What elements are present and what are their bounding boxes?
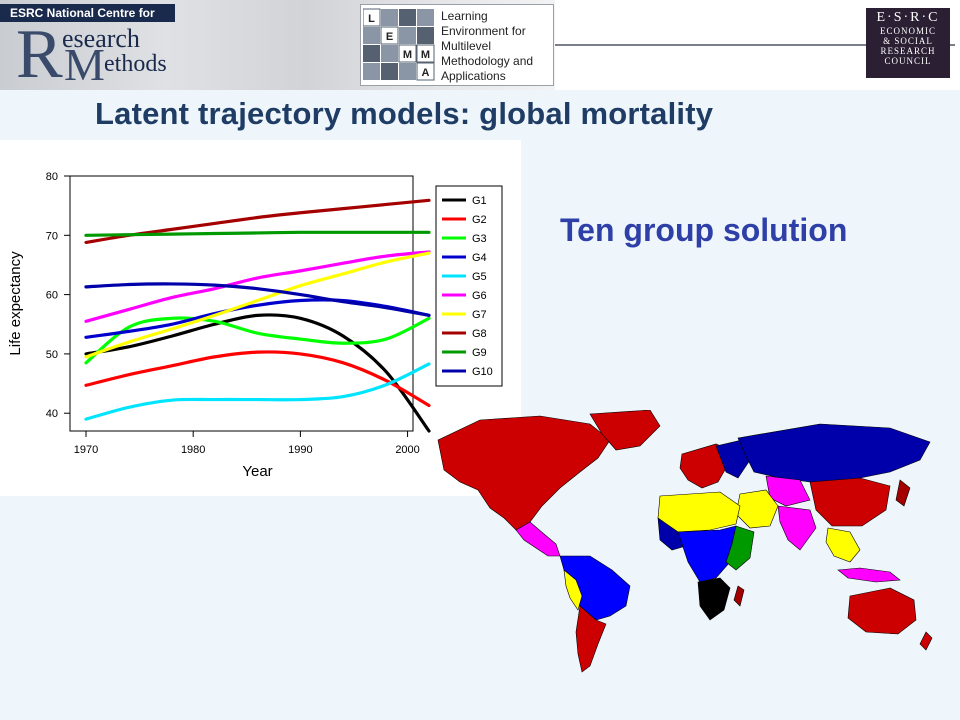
header-divider: [555, 44, 955, 46]
series-line-g3: [84, 316, 431, 365]
lemma-letter-cell: [416, 44, 435, 63]
series-line-g2: [84, 350, 431, 408]
legend-label: G9: [472, 347, 487, 359]
lemma-grid-cell: [399, 63, 416, 80]
map-region-china: [809, 477, 891, 527]
plot-frame: [69, 175, 414, 432]
series-line-g6: [84, 250, 431, 323]
slide-title: Latent trajectory models: global mortali…: [95, 96, 714, 131]
y-tick-label: 80: [46, 171, 58, 183]
lemma-letter-cell: [416, 62, 435, 81]
lemma-logo-text: Learning Environment for Multilevel Meth…: [441, 9, 533, 84]
esrc-logo-line: RESEARCH: [880, 46, 936, 56]
lemma-grid-icon: LEM MA: [363, 8, 435, 81]
legend-label: G8: [472, 328, 487, 340]
series-line-g10: [84, 282, 431, 317]
chart-panel: 40 50 60 70 80 1970 1980 1990 2000 Year Life expec…: [0, 140, 521, 496]
esrc-logo-line: ECONOMIC: [879, 26, 936, 36]
lemma-grid-cell: [381, 63, 398, 80]
map-region-north-america: [437, 415, 611, 531]
esrc-logo-line: COUNCIL: [884, 56, 932, 66]
series-line-g5: [84, 362, 431, 421]
esrc-logo-initials: E·S·R·C: [876, 10, 940, 25]
lemma-letter-cell: [380, 26, 399, 45]
legend-label: G5: [472, 271, 487, 283]
map-region-central-america: [515, 521, 561, 557]
header-banner: ESRC National Centre for R esearch M eth…: [0, 0, 960, 90]
series-line-g1: [84, 313, 431, 433]
lemma-grid-cell: [399, 9, 416, 26]
legend-label: G6: [472, 290, 487, 302]
lemma-grid-cell: [417, 9, 434, 26]
legend-box: [435, 185, 503, 387]
lemma-letter: E: [386, 31, 393, 43]
lemma-grid-cell: [381, 45, 398, 62]
lemma-line: Multilevel: [441, 39, 492, 53]
lemma-line: Learning: [441, 9, 488, 23]
map-region-north-africa: [657, 491, 741, 533]
lemma-grid-cell: [363, 45, 380, 62]
lemma-grid-cell: [417, 27, 434, 44]
legend-label: G10: [472, 366, 493, 378]
lemma-letter: M: [421, 49, 430, 61]
slide-subtitle: Ten group solution: [560, 212, 848, 248]
ncrm-logo: ESRC National Centre for R esearch M eth…: [0, 0, 175, 90]
legend-label: G1: [472, 195, 487, 207]
map-region-greenland: [589, 410, 661, 451]
map-region-australia: [847, 587, 917, 635]
x-tick-label: 2000: [395, 444, 419, 456]
map-region-east-africa: [725, 525, 755, 571]
map-region-west-africa: [657, 517, 687, 551]
lemma-letter: A: [422, 67, 430, 79]
map-region-madagascar: [733, 585, 745, 607]
map-region-eastern-europe: [715, 439, 751, 479]
ncrm-logo-word-research: esearch: [62, 24, 140, 53]
y-tick-label: 60: [46, 290, 58, 302]
y-axis-label: Life expectancy: [7, 251, 24, 356]
ncrm-logo-word-methods: ethods: [104, 51, 167, 77]
life-expectancy-chart: 40 50 60 70 80 1970 1980 1990 2000 Year Life expec…: [7, 171, 503, 480]
legend-label: G2: [472, 214, 487, 226]
legend-label: G3: [472, 233, 487, 245]
y-tick-label: 50: [46, 349, 58, 361]
lemma-letter-cell: [398, 44, 417, 63]
x-tick-label: 1980: [181, 444, 205, 456]
ncrm-logo-heading: ESRC National Centre for: [0, 4, 175, 22]
x-axis-label: Year: [242, 463, 272, 480]
lemma-line: Applications: [441, 69, 506, 83]
map-region-central-africa: [677, 525, 741, 583]
x-tick-label: 1970: [74, 444, 98, 456]
y-tick-label: 40: [46, 408, 58, 420]
lemma-grid-cell: [381, 9, 398, 26]
lemma-line: Environment for: [441, 24, 526, 38]
esrc-logo-line: & SOCIAL: [883, 36, 933, 46]
legend-label: G7: [472, 309, 487, 321]
esrc-logo: E·S·R·C ECONOMIC & SOCIAL RESEARCH COUNC…: [866, 8, 950, 78]
map-region-russia: [737, 423, 931, 483]
lemma-grid-cell: [399, 27, 416, 44]
lemma-letter: M: [403, 49, 412, 61]
lemma-letter-cell: [363, 8, 381, 27]
map-region-southeast-asia: [825, 527, 861, 563]
legend-label: G4: [472, 252, 487, 264]
lemma-letter: L: [368, 13, 375, 25]
lemma-grid-cell: [363, 27, 380, 44]
x-tick-label: 1990: [288, 444, 312, 456]
lemma-grid-cell: [363, 63, 380, 80]
map-region-new-zealand: [919, 631, 933, 651]
map-region-south-america-andes: [563, 569, 583, 611]
ncrm-logo-letter-r: R: [16, 16, 63, 93]
series-line-g7: [84, 251, 431, 359]
map-region-south-asia: [777, 505, 817, 551]
map-region-japan: [895, 479, 911, 507]
map-region-south-america-south: [575, 605, 607, 673]
lemma-line: Methodology and: [441, 54, 534, 68]
series-line-g9: [84, 230, 431, 237]
y-tick-label: 70: [46, 230, 58, 242]
ncrm-logo-letter-m: M: [64, 39, 105, 90]
world-map: [437, 410, 933, 673]
map-region-southern-africa: [697, 577, 731, 621]
map-region-indonesia: [837, 567, 901, 583]
